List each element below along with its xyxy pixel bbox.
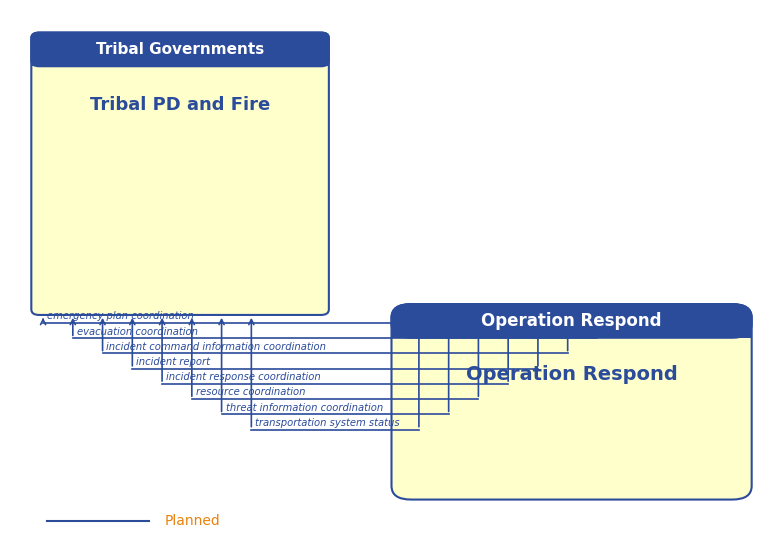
Text: emergency plan coordination: emergency plan coordination <box>47 312 194 321</box>
Bar <box>392 321 752 338</box>
FancyBboxPatch shape <box>392 304 752 338</box>
Text: transportation system status: transportation system status <box>255 418 400 428</box>
Text: evacuation coordination: evacuation coordination <box>77 327 198 337</box>
FancyBboxPatch shape <box>392 304 752 500</box>
Text: incident response coordination: incident response coordination <box>166 372 321 382</box>
Text: incident report: incident report <box>136 357 211 367</box>
Text: Operation Respond: Operation Respond <box>482 312 662 330</box>
Text: Operation Respond: Operation Respond <box>466 365 677 384</box>
Text: threat information coordination: threat information coordination <box>226 403 383 413</box>
Text: resource coordination: resource coordination <box>196 388 305 397</box>
Bar <box>31 49 329 66</box>
Text: Tribal Governments: Tribal Governments <box>96 42 264 57</box>
Text: Planned: Planned <box>164 514 220 528</box>
FancyBboxPatch shape <box>31 33 329 315</box>
Text: Tribal PD and Fire: Tribal PD and Fire <box>90 96 270 114</box>
Text: incident command information coordination: incident command information coordinatio… <box>106 342 327 352</box>
FancyBboxPatch shape <box>31 33 329 66</box>
